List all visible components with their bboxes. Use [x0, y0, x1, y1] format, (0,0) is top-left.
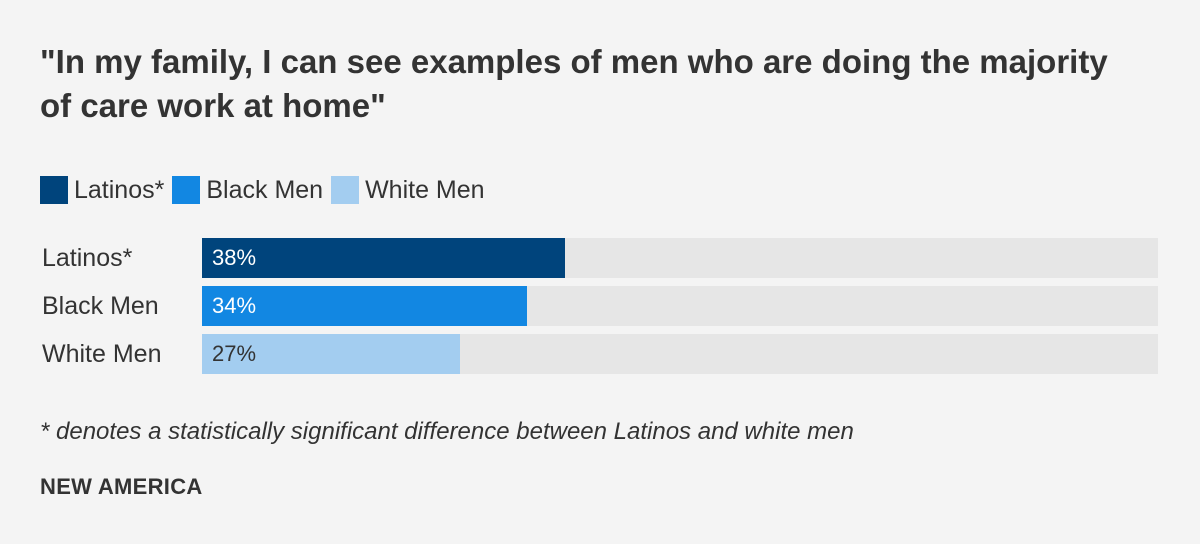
bar-chart: Latinos* 38% Black Men 34% White Men 27%: [40, 238, 1158, 382]
legend-item-latinos: Latinos*: [40, 176, 164, 205]
footnote: * denotes a statistically significant di…: [40, 418, 854, 445]
category-label-latinos: Latinos*: [42, 244, 133, 272]
bar-row-white-men: White Men 27%: [40, 334, 1158, 374]
legend-item-black-men: Black Men: [172, 176, 323, 205]
legend-swatch-black-men: [172, 176, 201, 204]
category-label-white-men: White Men: [42, 340, 162, 368]
bar-track-latinos: 38%: [202, 238, 1158, 278]
legend-label-white-men: White Men: [365, 175, 485, 204]
legend-item-white-men: White Men: [331, 175, 485, 205]
legend-label-black-men: Black Men: [206, 175, 324, 204]
data-label-white-men: 27%: [212, 341, 257, 366]
bar-track-white-men: 27%: [202, 334, 1158, 374]
bar-latinos: [202, 238, 566, 278]
category-label-black-men: Black Men: [42, 292, 159, 320]
legend-swatch-white-men: [331, 176, 360, 204]
bar-row-latinos: Latinos* 38%: [40, 238, 1158, 278]
data-label-black-men: 34%: [212, 293, 257, 318]
source-label: NEW AMERICA: [40, 474, 203, 499]
legend-label-latinos: Latinos*: [74, 175, 165, 204]
bar-track-black-men: 34%: [202, 286, 1158, 326]
chart-title: "In my family, I can see examples of men…: [40, 43, 1108, 124]
bar-row-black-men: Black Men 34%: [40, 286, 1158, 326]
bar-white-men: [202, 334, 461, 374]
bar-black-men: [202, 286, 528, 326]
legend-swatch-latinos: [40, 176, 68, 204]
data-label-latinos: 38%: [212, 245, 257, 270]
legend: Latinos* Black Men White Men: [40, 174, 493, 206]
